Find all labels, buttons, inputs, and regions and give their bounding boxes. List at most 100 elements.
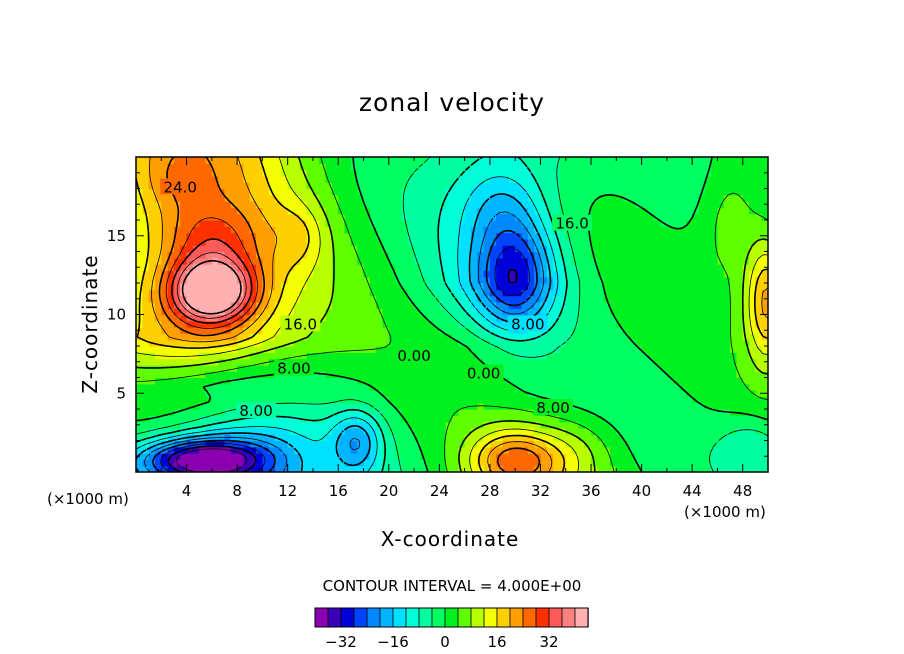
field-cell [401, 188, 409, 196]
field-cell [483, 459, 491, 467]
field-cell [414, 396, 421, 404]
field-cell [591, 402, 598, 410]
field-cell [578, 270, 586, 278]
field-cell [325, 415, 333, 423]
field-cell [597, 446, 605, 454]
field-cell [268, 459, 276, 467]
field-cell [439, 220, 447, 227]
field-cell [477, 157, 485, 164]
field-cell [685, 364, 693, 372]
field-cell [591, 194, 598, 202]
field-cell [673, 346, 681, 353]
field-cell [730, 220, 737, 227]
field-cell [224, 371, 232, 379]
field-cell [167, 270, 175, 278]
field-cell [464, 163, 472, 171]
field-cell [704, 364, 712, 372]
field-cell [578, 308, 586, 316]
field-cell [237, 446, 245, 454]
field-cell [167, 220, 175, 227]
field-cell [603, 396, 611, 404]
field-cell [452, 434, 459, 442]
field-cell [496, 201, 504, 208]
field-cell [237, 377, 245, 385]
field-cell [275, 289, 282, 297]
field-cell [388, 169, 396, 177]
field-cell [224, 194, 232, 202]
field-cell [546, 207, 554, 215]
field-cell [294, 169, 301, 177]
field-cell [546, 289, 554, 297]
field-cell [603, 194, 611, 202]
field-cell [142, 346, 150, 353]
field-cell [635, 213, 643, 221]
field-cell [439, 415, 447, 423]
field-cell [730, 358, 737, 366]
field-cell [433, 289, 440, 297]
field-cell [597, 169, 605, 177]
field-cell [218, 257, 226, 265]
field-cell [420, 327, 428, 334]
field-cell [711, 163, 719, 171]
field-cell [300, 459, 308, 467]
field-cell [426, 434, 434, 442]
field-cell [685, 251, 693, 259]
field-cell [521, 295, 529, 303]
field-cell [401, 333, 409, 341]
field-cell [496, 175, 504, 183]
field-cell [477, 201, 485, 208]
field-cell [628, 238, 636, 246]
field-cell [173, 257, 181, 265]
field-cell [477, 194, 485, 202]
field-cell [211, 440, 219, 448]
field-cell [407, 251, 415, 259]
field-cell [578, 333, 586, 341]
field-cell [211, 175, 219, 183]
field-cell [622, 314, 630, 322]
field-cell [521, 377, 529, 385]
field-cell [294, 390, 301, 397]
field-cell [489, 327, 497, 334]
field-cell [211, 157, 219, 164]
field-cell [243, 377, 251, 385]
field-cell [723, 207, 731, 215]
field-cell [584, 465, 592, 472]
field-cell [692, 434, 700, 442]
field-cell [414, 289, 421, 297]
field-cell [199, 301, 207, 309]
field-cell [692, 358, 700, 366]
field-cell [237, 251, 245, 259]
field-cell [496, 339, 504, 347]
field-cell [243, 453, 251, 460]
field-cell [136, 465, 143, 472]
field-cell [211, 421, 219, 429]
field-cell [534, 440, 542, 448]
field-cell [534, 427, 542, 435]
field-cell [407, 194, 415, 202]
field-cell [521, 446, 529, 454]
field-cell [142, 390, 150, 397]
field-cell [287, 169, 295, 177]
field-cell [515, 207, 523, 215]
field-cell [268, 358, 276, 366]
field-cell [186, 371, 194, 379]
field-cell [464, 301, 472, 309]
field-cell [761, 446, 768, 454]
field-cell [496, 188, 504, 196]
field-cell [395, 308, 403, 316]
field-cell [452, 459, 459, 467]
field-cell [730, 295, 737, 303]
field-cell [616, 314, 624, 322]
field-cell [369, 396, 377, 404]
field-cell [666, 453, 674, 460]
field-cell [508, 289, 516, 297]
field-cell [281, 220, 289, 227]
field-cell [294, 194, 301, 202]
field-cell [224, 245, 232, 253]
field-cell [572, 276, 579, 284]
field-cell [439, 283, 447, 290]
field-cell [527, 295, 535, 303]
field-cell [344, 333, 352, 341]
field-cell [331, 276, 339, 284]
field-cell [458, 301, 466, 309]
